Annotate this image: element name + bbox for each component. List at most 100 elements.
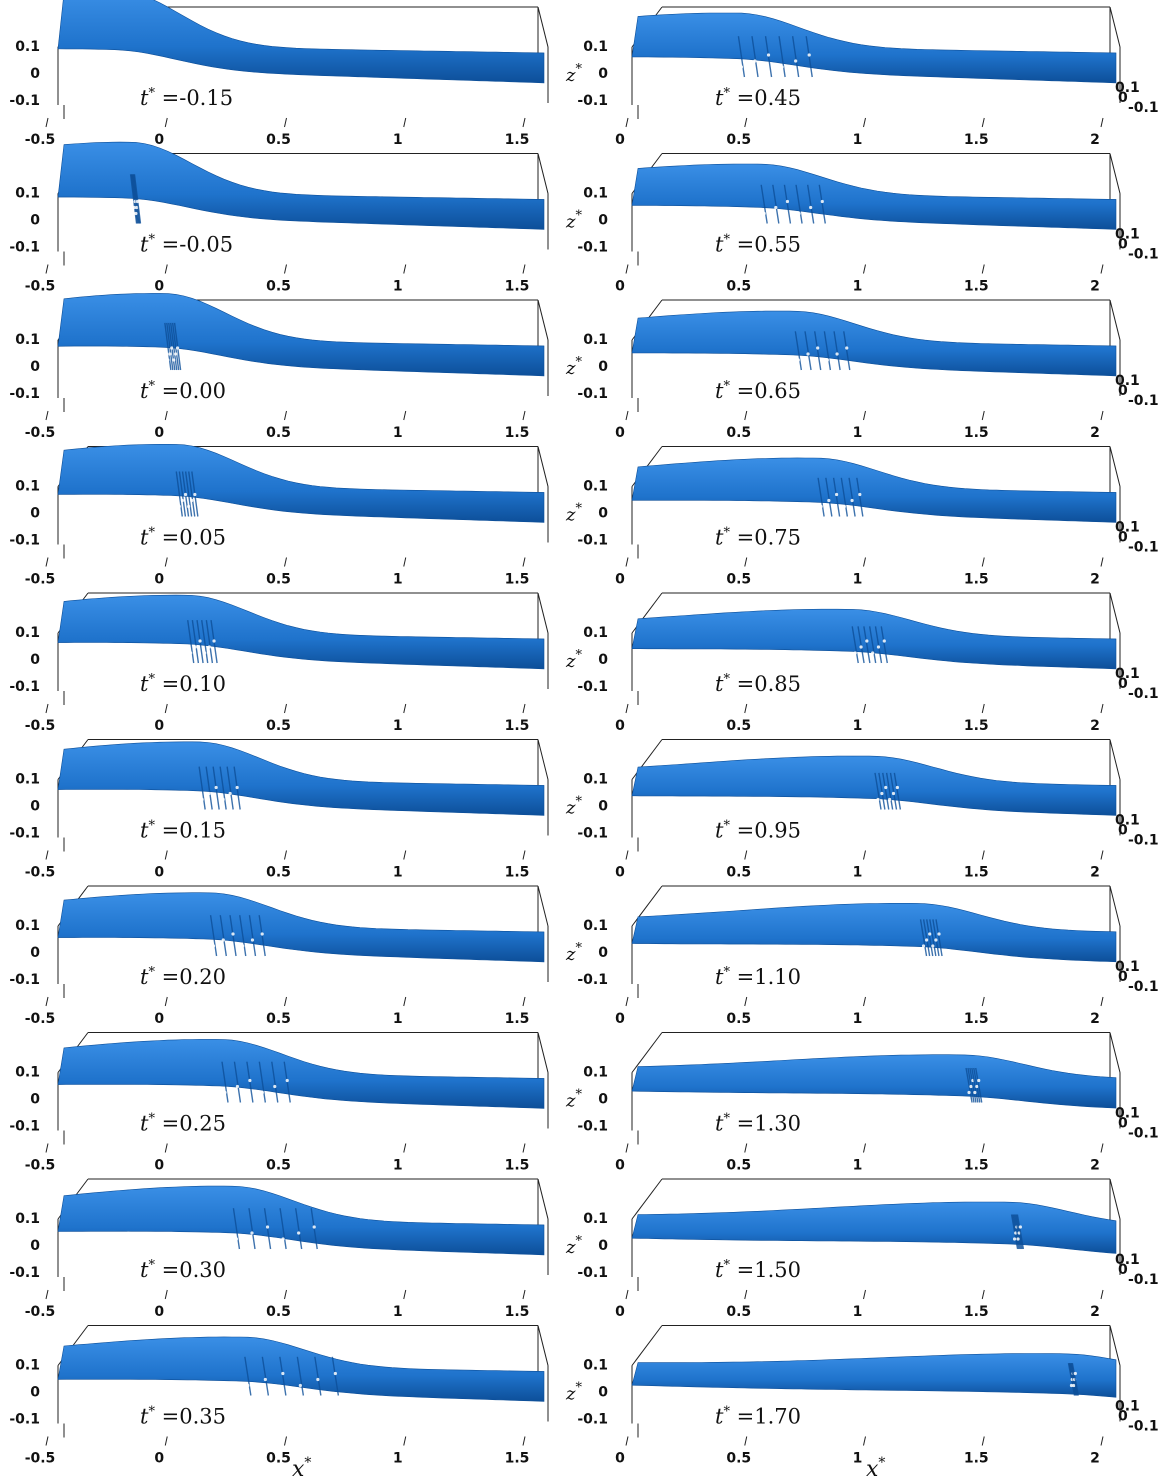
- x-tick-label: 1.5: [964, 279, 989, 295]
- x-axis-label-right: x*: [866, 1455, 885, 1482]
- box-edge: [1109, 1178, 1121, 1220]
- x-tick-mark: [744, 996, 748, 1007]
- box-edge: [1109, 446, 1121, 487]
- spray-droplet: [212, 639, 216, 643]
- x-tick-label: -0.5: [25, 865, 56, 881]
- y-tick-label: 0.1: [1115, 1252, 1140, 1268]
- x-tick-mark: [1100, 1436, 1104, 1446]
- spray-droplet: [825, 358, 829, 362]
- spray-droplet: [250, 1231, 254, 1235]
- x-tick-mark: [863, 703, 866, 714]
- breaking-streak: [187, 620, 195, 664]
- x-tick-label: 0: [154, 1011, 164, 1027]
- x-tick-mark: [164, 1289, 168, 1300]
- spray-droplet: [780, 65, 784, 69]
- y-tick-label: 0.1: [1115, 227, 1140, 243]
- wave-surface: [631, 903, 1117, 963]
- x-axis-label-left: x*: [292, 1455, 311, 1482]
- spray-droplet: [316, 1377, 320, 1382]
- z-tick-label: 0.1: [583, 332, 608, 348]
- z-tick-label: 0.1: [15, 1065, 40, 1081]
- x-tick-label: 1.5: [505, 1158, 530, 1174]
- spray-droplet: [895, 785, 899, 790]
- breaking-streak: [840, 477, 849, 517]
- spray-droplet: [235, 1084, 240, 1089]
- breaking-streak: [184, 471, 193, 517]
- spray-droplet: [766, 53, 771, 57]
- x-tick-label: -0.5: [25, 279, 56, 295]
- time-label: t* =1.10: [715, 965, 801, 989]
- x-tick-mark: [981, 264, 985, 274]
- breaking-streak: [129, 174, 138, 224]
- x-tick-label: -0.5: [25, 1158, 56, 1174]
- spray-droplet: [214, 785, 218, 790]
- panel-left-1: 0.1 0 -0.1 -0.5 0 0.5 1 1.5 t* =-0.15: [9, 0, 549, 148]
- y-tick-label: 0: [1118, 1409, 1128, 1425]
- breaking-streak: [314, 1356, 322, 1396]
- x-tick-label: 0: [615, 572, 625, 588]
- x-tick-label: 2: [1090, 718, 1100, 734]
- breaking-streak: [848, 477, 856, 517]
- z-tick-label: 0.1: [583, 918, 608, 934]
- x-tick-label: 0.5: [266, 718, 291, 734]
- z-tick-label: -0.1: [577, 1412, 608, 1428]
- breaking-streak: [271, 1061, 279, 1103]
- x-tick-label: 0.5: [266, 425, 291, 441]
- breaking-streak: [929, 919, 937, 957]
- wave-surface: [631, 1353, 1117, 1398]
- spray-droplet: [250, 938, 255, 942]
- x-tick-mark: [403, 557, 407, 567]
- x-tick-mark: [403, 264, 407, 274]
- box-edge: [537, 299, 549, 341]
- spray-droplet: [835, 352, 839, 356]
- x-tick-mark: [164, 850, 168, 860]
- x-tick-label: 0: [154, 279, 164, 295]
- y-tick-label: 0: [1118, 969, 1128, 985]
- spray-droplet: [134, 211, 138, 216]
- x-tick-mark: [625, 410, 629, 421]
- z-tick-label: 0: [598, 652, 608, 668]
- x-tick-label: 2: [1090, 865, 1100, 881]
- breaking-streak: [232, 1208, 241, 1250]
- time-label: t* =1.50: [715, 1258, 801, 1282]
- spray-droplet: [273, 1084, 277, 1089]
- spray-droplet: [921, 944, 926, 948]
- x-tick-label: 1.5: [505, 718, 530, 734]
- y-tick-label: -0.1: [1128, 393, 1159, 409]
- breaking-streak: [133, 174, 142, 224]
- breaking-streak: [132, 174, 141, 224]
- x-tick-label: 0.5: [726, 1304, 751, 1320]
- wave-surface: [631, 457, 1117, 523]
- x-tick-mark: [1100, 1143, 1104, 1153]
- x-tick-label: 0: [615, 1011, 625, 1027]
- spray-droplet: [774, 205, 778, 210]
- spray-droplet: [888, 797, 892, 802]
- panel-left-8: 0.1 0 -0.1 -0.5 0 0.5 1 1.5 t* =0.25: [9, 1032, 549, 1174]
- breaking-streak: [219, 915, 227, 957]
- x-tick-mark: [522, 850, 526, 860]
- wave-surface: [631, 1201, 1117, 1254]
- box-edge: [1109, 153, 1121, 194]
- spray-droplet: [865, 639, 869, 643]
- spray-droplet: [285, 1078, 289, 1083]
- y-tick-label: -0.1: [1128, 1272, 1159, 1288]
- x-tick-label: 0: [154, 425, 164, 441]
- time-label: t* =0.35: [140, 1405, 226, 1429]
- x-tick-label: 1: [393, 132, 403, 148]
- z-tick-label: -0.1: [577, 93, 608, 109]
- spray-droplet: [281, 1237, 285, 1241]
- spray-droplet: [1069, 1383, 1074, 1388]
- z-tick-label: -0.1: [577, 533, 608, 549]
- x-tick-mark: [981, 1289, 985, 1300]
- x-tick-label: 0.5: [726, 572, 751, 588]
- spray-droplet: [739, 65, 744, 69]
- x-tick-label: 1.5: [505, 1304, 530, 1320]
- x-tick-mark: [403, 1289, 407, 1300]
- z-tick-label: 0.1: [15, 479, 40, 495]
- breaking-streak: [794, 331, 803, 371]
- x-tick-label: 1: [853, 132, 863, 148]
- z-tick-label: -0.1: [9, 1119, 40, 1135]
- spray-droplet: [231, 932, 235, 936]
- z-tick-label: 0: [598, 1092, 608, 1108]
- x-tick-mark: [164, 117, 168, 128]
